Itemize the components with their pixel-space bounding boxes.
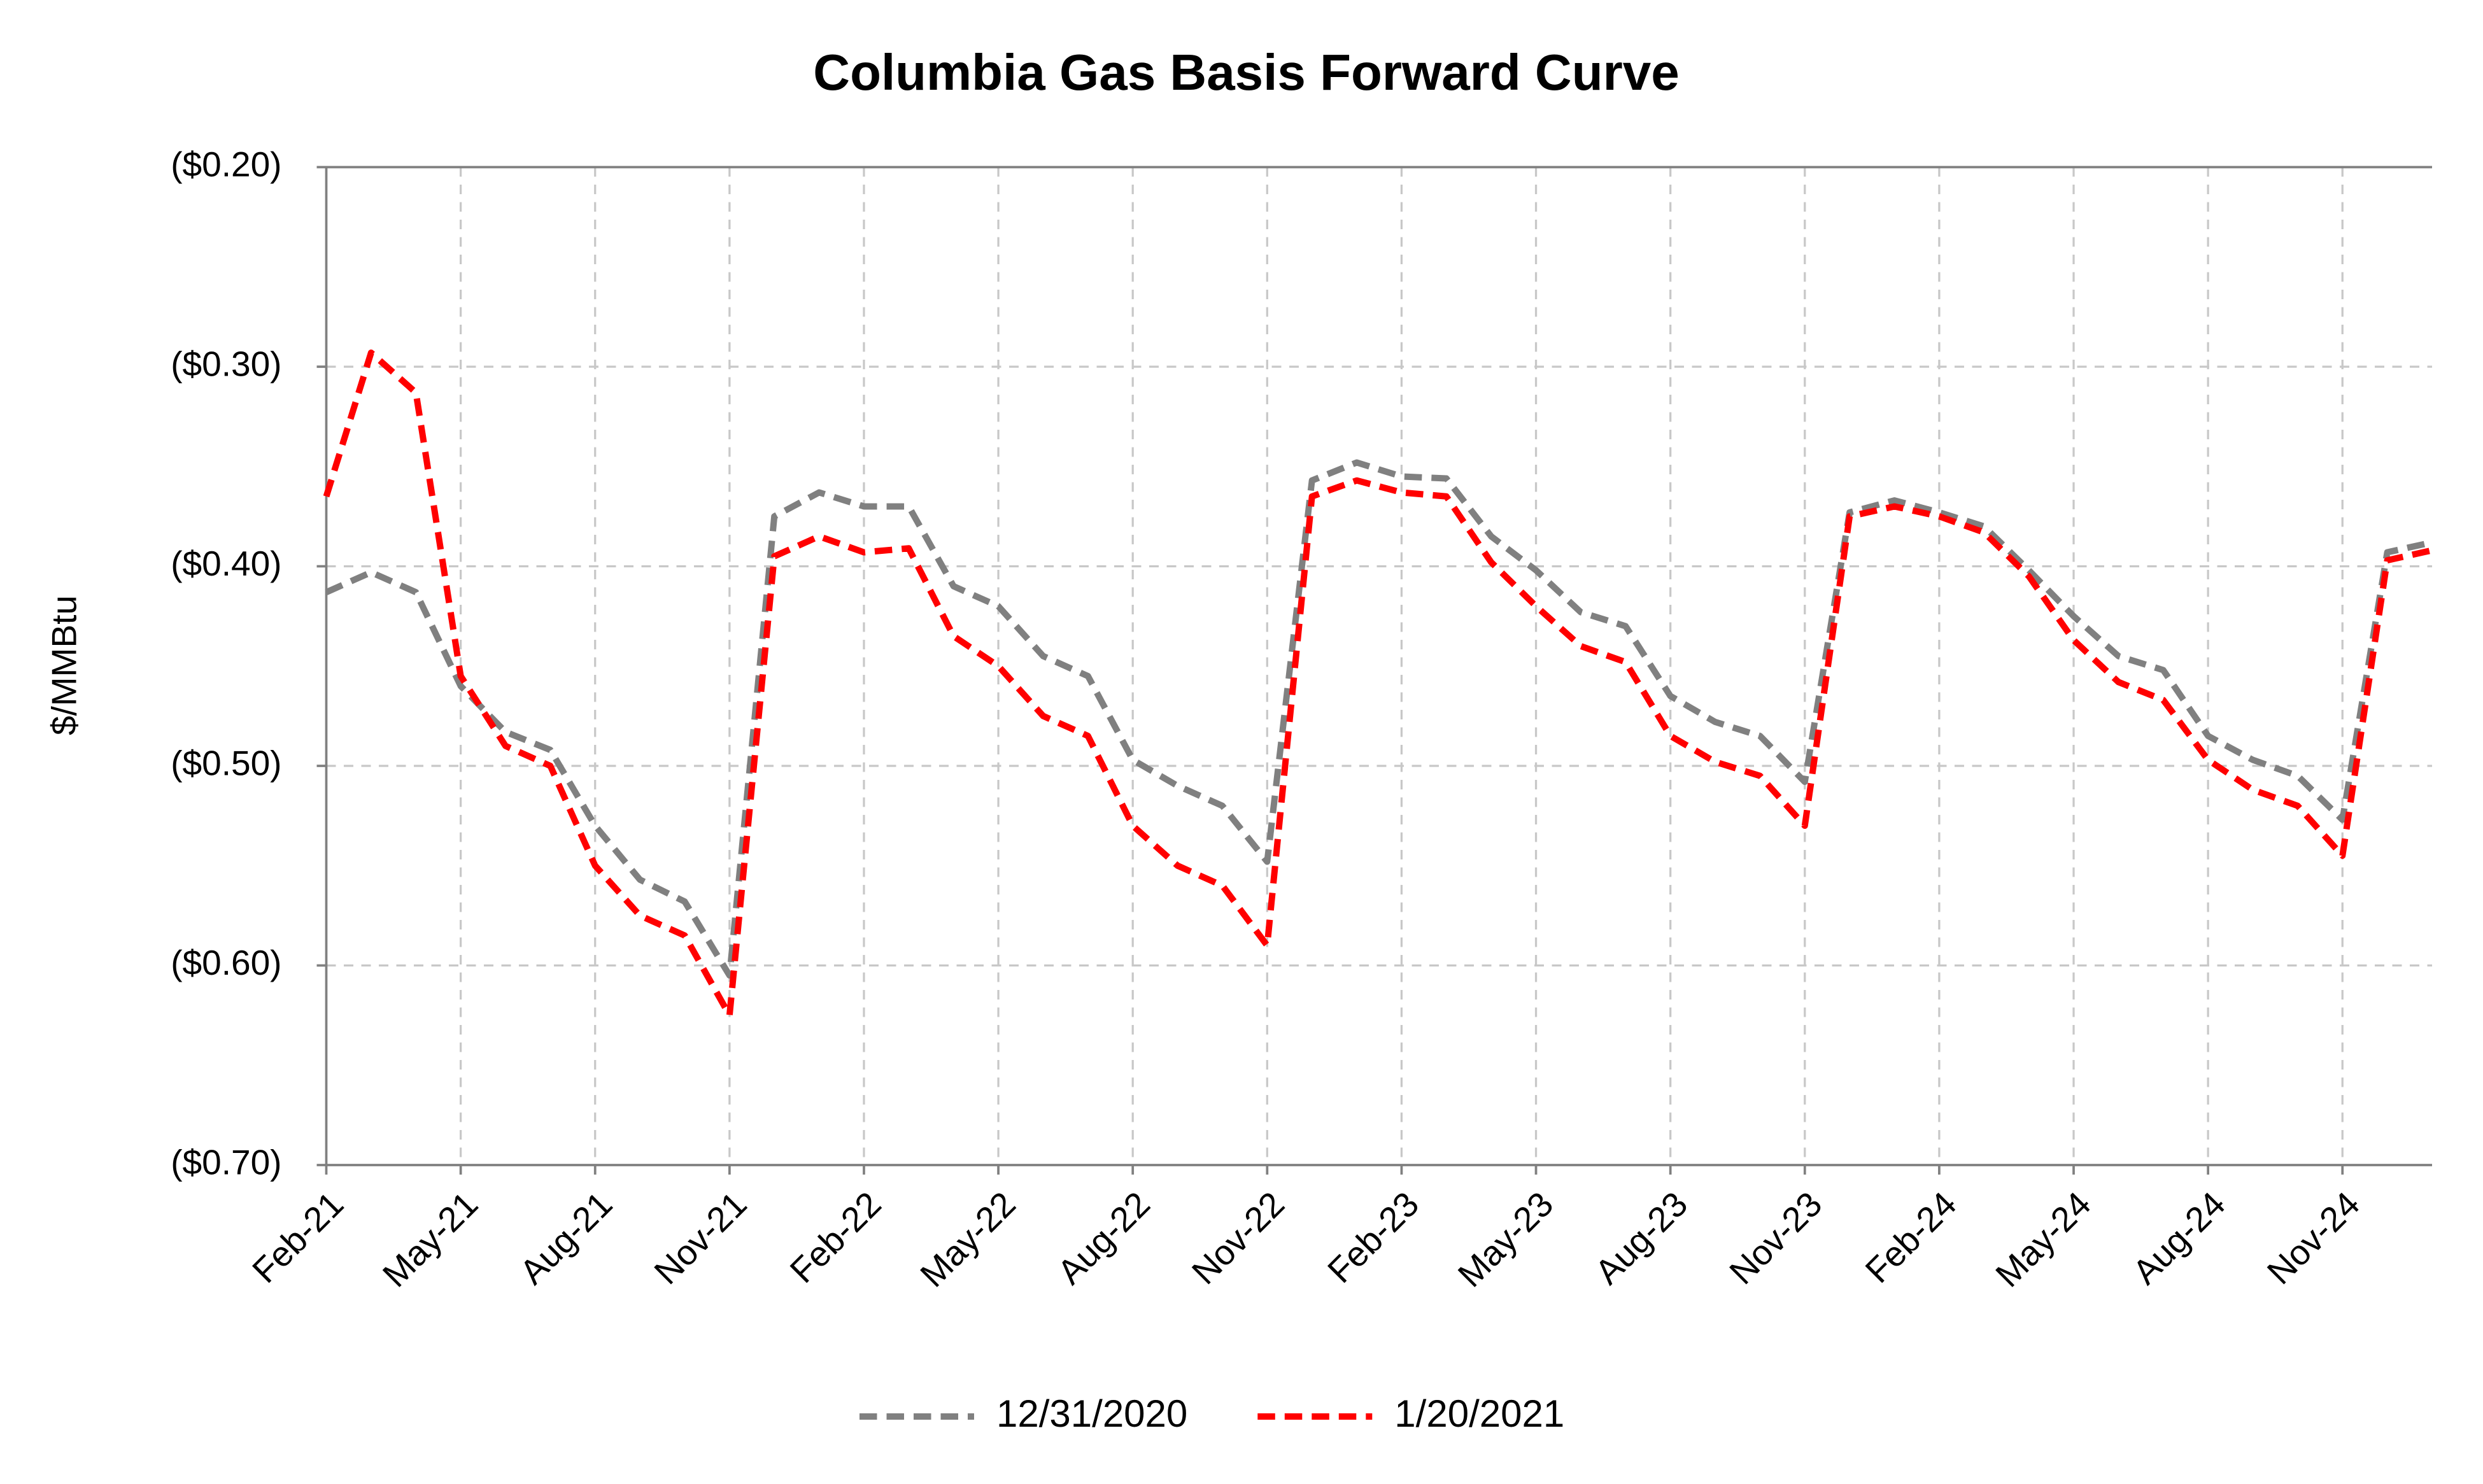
- chart-title: Columbia Gas Basis Forward Curve: [813, 44, 1679, 101]
- x-tick-label: May-22: [912, 1184, 1023, 1295]
- x-tick-label: Nov-23: [1722, 1184, 1829, 1292]
- x-tick-label: Feb-24: [1858, 1184, 1964, 1290]
- y-tick-label: ($0.70): [171, 1143, 281, 1182]
- y-axis-label: $/MMBtu: [45, 595, 84, 735]
- x-tick-label: Aug-23: [1587, 1184, 1695, 1292]
- x-tick-label: May-23: [1450, 1184, 1561, 1295]
- x-tick-label: Feb-23: [1320, 1184, 1426, 1290]
- x-tick-label: Nov-24: [2260, 1184, 2367, 1292]
- x-tick-label: Feb-21: [244, 1184, 351, 1290]
- x-tick-label: May-24: [1988, 1184, 2098, 1295]
- x-tick-label: Aug-24: [2125, 1184, 2233, 1292]
- x-tick-label: Aug-21: [512, 1184, 619, 1292]
- x-tick-label: May-21: [375, 1184, 486, 1295]
- series-line: [325, 459, 2433, 979]
- x-tick-label: Nov-22: [1184, 1184, 1292, 1292]
- y-tick-label: ($0.30): [171, 344, 281, 384]
- x-tick-label: Feb-22: [782, 1184, 889, 1290]
- legend-label: 1/20/2021: [1394, 1392, 1564, 1435]
- y-tick-label: ($0.40): [171, 544, 281, 583]
- x-tick-label: Aug-22: [1050, 1184, 1157, 1292]
- legend: 12/31/2020 1/20/2021: [860, 1392, 1564, 1435]
- y-tick-label: ($0.60): [171, 943, 281, 982]
- series-line: [323, 350, 2433, 1019]
- legend-label: 12/31/2020: [996, 1392, 1187, 1435]
- y-tick-label: ($0.20): [171, 145, 281, 184]
- x-tick-label: Nov-21: [646, 1184, 754, 1292]
- y-tick-label: ($0.50): [171, 744, 281, 783]
